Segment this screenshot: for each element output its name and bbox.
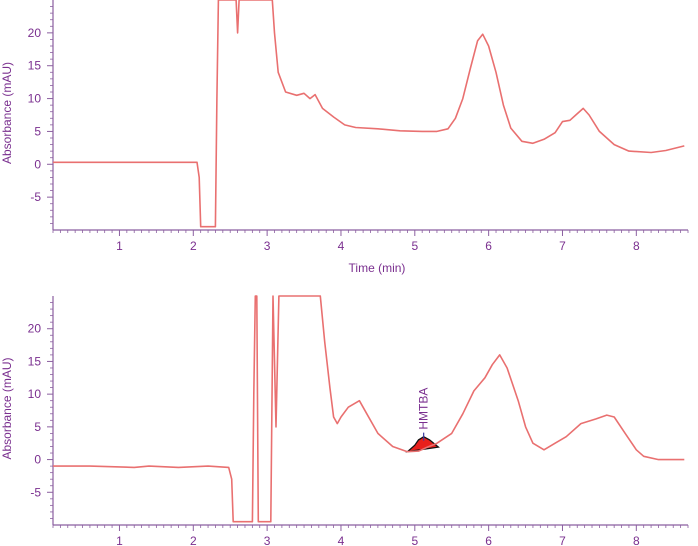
y-tick-label: 0 [34,453,41,467]
x-tick-label: 8 [633,239,640,253]
x-tick-label: 7 [559,534,566,546]
x-tick-label: 6 [485,239,492,253]
y-tick-label: 10 [28,387,42,401]
x-tick-label: 5 [411,534,418,546]
chart-panel-top: 1 2 3 4 5 6 7 8 -5 0 5 10 15 20 Absorbance (mAU) Time (… [0,0,689,275]
x-tick-label: 7 [559,239,566,253]
x-tick-label: 3 [264,534,271,546]
chromatogram-trace [53,0,685,228]
y-tick-label: 20 [28,322,42,336]
y-tick-label: 10 [28,92,42,106]
y-tick-label: 15 [28,354,42,368]
x-tick-label: 4 [338,239,345,253]
x-tick-label: 8 [633,534,640,546]
peak-label: HMTBA [417,388,431,430]
y-tick-label: -5 [30,485,41,499]
x-tick-label: 6 [485,534,492,546]
y-tick-label: 15 [28,59,42,73]
x-tick-label: 3 [264,239,271,253]
x-tick-label: 2 [190,239,197,253]
x-tick-label: 2 [190,534,197,546]
y-tick-label: 5 [34,124,41,138]
y-tick-label: 0 [34,157,41,171]
y-tick-label: 20 [28,26,42,40]
x-tick-label: 1 [116,239,123,253]
y-tick-label: -5 [30,190,41,204]
x-tick-label: 5 [411,239,418,253]
chromatogram-trace [53,295,685,523]
y-axis-title: Absorbance (mAU) [0,62,14,164]
y-tick-label: 5 [34,420,41,434]
x-tick-label: 4 [338,534,345,546]
x-tick-label: 1 [116,534,123,546]
y-axis-title: Absorbance (mAU) [0,357,14,459]
x-axis-title: Time (min) [349,261,406,275]
chart-panel-bottom: 1 2 3 4 5 6 7 8 -5 0 5 10 15 20 Absorbance (mAU) HMTBA [0,295,689,546]
